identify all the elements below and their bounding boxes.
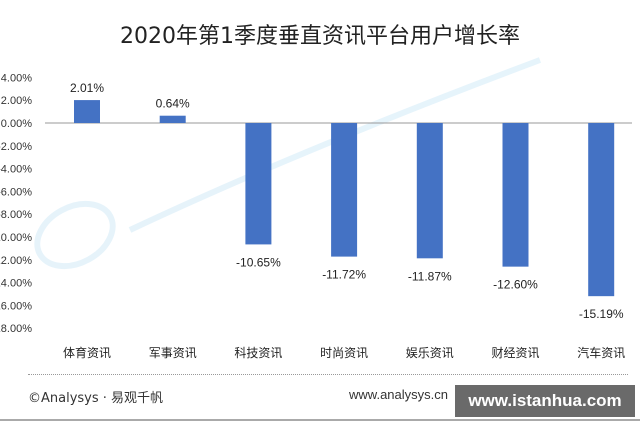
data-label: -11.72% <box>322 268 366 282</box>
data-label: -15.19% <box>579 307 624 321</box>
y-tick-label: -12.00% <box>0 255 32 267</box>
bar <box>416 123 443 259</box>
y-tick-label: -18.00% <box>0 323 32 335</box>
bar <box>331 123 358 257</box>
y-tick-label: -2.00% <box>0 141 32 153</box>
bar <box>74 100 100 123</box>
bottom-border <box>0 419 640 421</box>
watermark-badge: www.istanhua.com <box>455 385 635 417</box>
watermark-logo <box>34 57 542 270</box>
footer-divider <box>28 374 628 375</box>
x-tick-label: 汽车资讯 <box>577 345 625 360</box>
watermark-logo-ring <box>34 200 116 270</box>
bar <box>245 123 272 245</box>
y-tick-label: -14.00% <box>0 278 32 290</box>
y-tick-label: -16.00% <box>0 300 32 312</box>
data-label: -12.60% <box>493 278 538 292</box>
data-label: 2.01% <box>70 81 104 95</box>
y-tick-label: 4.00% <box>1 72 32 84</box>
x-tick-label: 财经资讯 <box>491 346 539 360</box>
footer-url: www.analysys.cn <box>349 387 448 402</box>
x-tick-label: 科技资讯 <box>234 346 282 360</box>
x-tick-label: 军事资讯 <box>149 346 197 360</box>
y-tick-label: -6.00% <box>0 186 32 198</box>
data-label: -11.87% <box>408 269 452 283</box>
y-tick-label: -10.00% <box>0 232 32 244</box>
x-tick-label: 体育资讯 <box>63 345 111 360</box>
y-tick-label: -8.00% <box>0 209 32 221</box>
data-label: -10.65% <box>236 255 281 269</box>
x-tick-label: 时尚资讯 <box>320 346 368 360</box>
bar <box>159 115 186 123</box>
watermark-logo-swoosh <box>128 57 542 233</box>
y-tick-label: 2.00% <box>1 95 32 107</box>
bar <box>588 123 615 297</box>
chart-title: 2020年第1季度垂直资讯平台用户增长率 <box>120 24 520 49</box>
bar <box>502 123 529 267</box>
data-label: 0.64% <box>156 97 190 111</box>
x-tick-label: 娱乐资讯 <box>406 346 454 360</box>
y-tick-label: -4.00% <box>0 164 32 176</box>
footer-copyright: ©Analysys · 易观千帆 <box>28 391 164 406</box>
y-tick-label: 0.00% <box>1 118 32 130</box>
